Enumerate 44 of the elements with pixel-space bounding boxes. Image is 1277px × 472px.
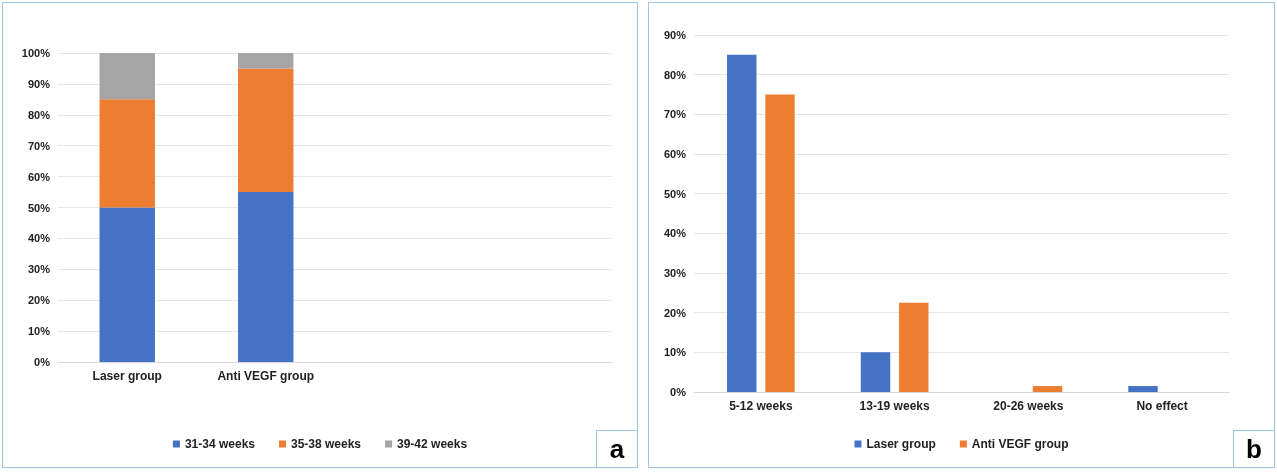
y-tick-label: 80% [663,68,687,81]
y-tick-label: 70% [27,139,51,152]
x-tick-label: 5-12 weeks [729,399,793,413]
x-tick-label: 20-26 weeks [993,399,1064,413]
bar [727,54,757,392]
y-tick-label: 30% [27,263,51,276]
legend-label: 35-38 weeks [290,437,362,451]
y-tick-label: 20% [27,294,51,307]
y-tick-label: 100% [21,47,51,59]
legend-label: 31-34 weeks [184,437,256,451]
text: b [1233,430,1275,468]
bar [238,192,294,362]
bar [99,99,155,208]
y-tick-label: 0% [670,386,687,398]
y-tick-label: 40% [663,227,687,240]
y-tick-label: 50% [27,201,51,214]
bar [765,94,795,392]
text: a [596,430,638,468]
y-tick-label: 20% [663,306,687,319]
bar [860,352,891,392]
bar [238,68,294,193]
y-tick-label: 0% [34,356,51,368]
bar [899,302,929,392]
bar [1032,386,1063,392]
bar [99,53,155,100]
legend-label: 39-42 weeks [397,437,468,451]
bar [99,207,155,362]
y-tick-label: 70% [663,108,687,121]
x-tick-label: No effect [1136,399,1188,413]
y-tick-label: 10% [663,346,687,359]
y-tick-label: 80% [27,108,51,121]
legend-label: Laser group [866,437,936,451]
y-tick-label: 50% [663,187,687,200]
x-tick-label: 13-19 weeks [859,399,930,413]
bar [1128,386,1158,392]
y-tick-label: 40% [27,232,51,245]
y-tick-label: 90% [663,29,687,41]
legend-label: Anti VEGF group [971,437,1069,451]
y-tick-label: 60% [27,170,51,183]
y-tick-label: 60% [663,148,687,160]
y-tick-label: 90% [27,77,51,90]
y-tick-label: 30% [663,267,687,279]
y-tick-label: 10% [27,325,51,338]
bar [238,53,294,69]
